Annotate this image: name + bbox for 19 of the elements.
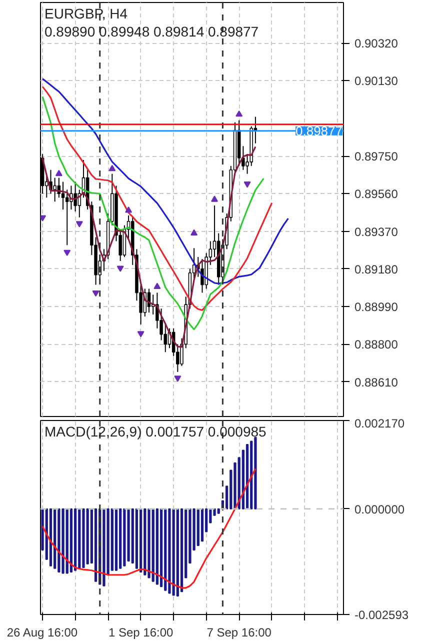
y-tick-label: 0.88610	[354, 375, 398, 390]
y-tick-label: 0.90130	[354, 74, 398, 88]
y-tick-label: 0.88800	[354, 338, 398, 352]
y-tick-label: 0.002170	[354, 416, 405, 430]
y-tick-label: 0.88990	[354, 300, 398, 314]
text: 0.89890 0.89948 0.89814 0.89877	[44, 24, 259, 40]
y-tick-label: 0.000000	[354, 502, 405, 516]
y-tick-label: 0.89560	[354, 187, 398, 202]
y-tick-label: 0.89370	[354, 224, 398, 239]
y-tick-label: 0.89750	[354, 150, 398, 164]
x-tick-label: 7 Sep 16:00	[206, 626, 272, 640]
y-tick-label: 0.89180	[354, 262, 398, 276]
x-tick-label: 26 Aug 16:00	[6, 626, 78, 640]
y-tick-label: 0.90320	[354, 36, 398, 51]
chart-title: MACD(12,26,9) 0.001757 0.000985	[44, 424, 267, 440]
ref-line-label: 0.89877	[296, 123, 343, 138]
chart-title: EURGBP, H4	[44, 6, 128, 22]
x-tick-label: 1 Sep 16:00	[108, 626, 174, 640]
y-tick-label: -0.002593	[354, 608, 409, 622]
